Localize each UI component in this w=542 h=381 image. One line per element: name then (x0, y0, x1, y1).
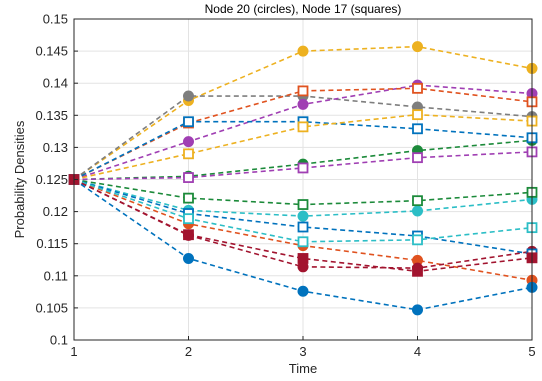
data-point-square (297, 85, 309, 97)
y-tick-label: 0.12 (43, 204, 68, 219)
data-point-square (183, 148, 194, 160)
y-tick-label: 0.13 (43, 140, 68, 155)
data-point-circle (297, 45, 309, 57)
y-tick-labels: 0.1 0.105 0.11 0.115 0.12 0.125 0.13 0.135 0.14 0… (35, 12, 68, 348)
data-point-circle (297, 98, 309, 110)
ticks (73, 18, 533, 341)
data-point-square (412, 109, 423, 121)
data-point-circle (297, 285, 309, 297)
data-point-circle (412, 41, 423, 53)
y-tick-label: 0.105 (35, 300, 68, 315)
x-tick-label: 5 (528, 344, 535, 359)
x-tick-labels: 1 2 3 4 5 (70, 344, 535, 359)
data-point-square (412, 265, 423, 277)
y-tick-label: 0.115 (36, 236, 68, 251)
data-point-square (412, 195, 423, 207)
data-point-square (297, 253, 309, 264)
series-line (73, 178, 533, 243)
data-point-square (412, 234, 423, 246)
data-point-square (183, 192, 194, 204)
x-axis-title: Time (289, 361, 317, 376)
x-tick-label: 2 (185, 344, 192, 359)
data-point-circle (183, 90, 194, 102)
data-point-circle (183, 136, 194, 148)
data-point-square (297, 199, 309, 210)
data-point-circle (183, 252, 194, 264)
data-point-square (412, 82, 423, 94)
data-point-square (297, 121, 309, 133)
data-point-circle (412, 205, 423, 217)
data-point-square (297, 236, 309, 248)
y-tick-label: 0.125 (35, 172, 68, 187)
x-tick-label: 4 (414, 344, 421, 359)
data-point-square (297, 221, 309, 233)
data-point-circle (297, 210, 309, 222)
data-point-square (297, 162, 309, 174)
y-tick-label: 0.1 (50, 333, 68, 348)
y-tick-label: 0.14 (43, 76, 68, 91)
x-tick-label: 3 (299, 344, 306, 359)
data-point-square (183, 116, 194, 128)
data-point-square (183, 213, 194, 225)
y-tick-label: 0.11 (44, 268, 68, 283)
data-point-circle (412, 304, 423, 316)
data-point-square (183, 172, 194, 183)
data-point-square (183, 229, 194, 241)
y-tick-label: 0.15 (43, 12, 68, 27)
series-8-circle (68, 174, 538, 316)
series-line (73, 151, 533, 181)
chart-title: Node 20 (circles), Node 17 (squares) (205, 2, 402, 16)
y-tick-label: 0.135 (35, 108, 68, 123)
y-tick-label: 0.145 (35, 44, 68, 59)
x-tick-label: 1 (70, 344, 77, 359)
series-line (73, 178, 533, 255)
series-line (73, 113, 533, 181)
data-point-square (412, 123, 423, 135)
y-axis-title: Probability Densities (12, 120, 27, 238)
data-point-square (412, 152, 423, 164)
